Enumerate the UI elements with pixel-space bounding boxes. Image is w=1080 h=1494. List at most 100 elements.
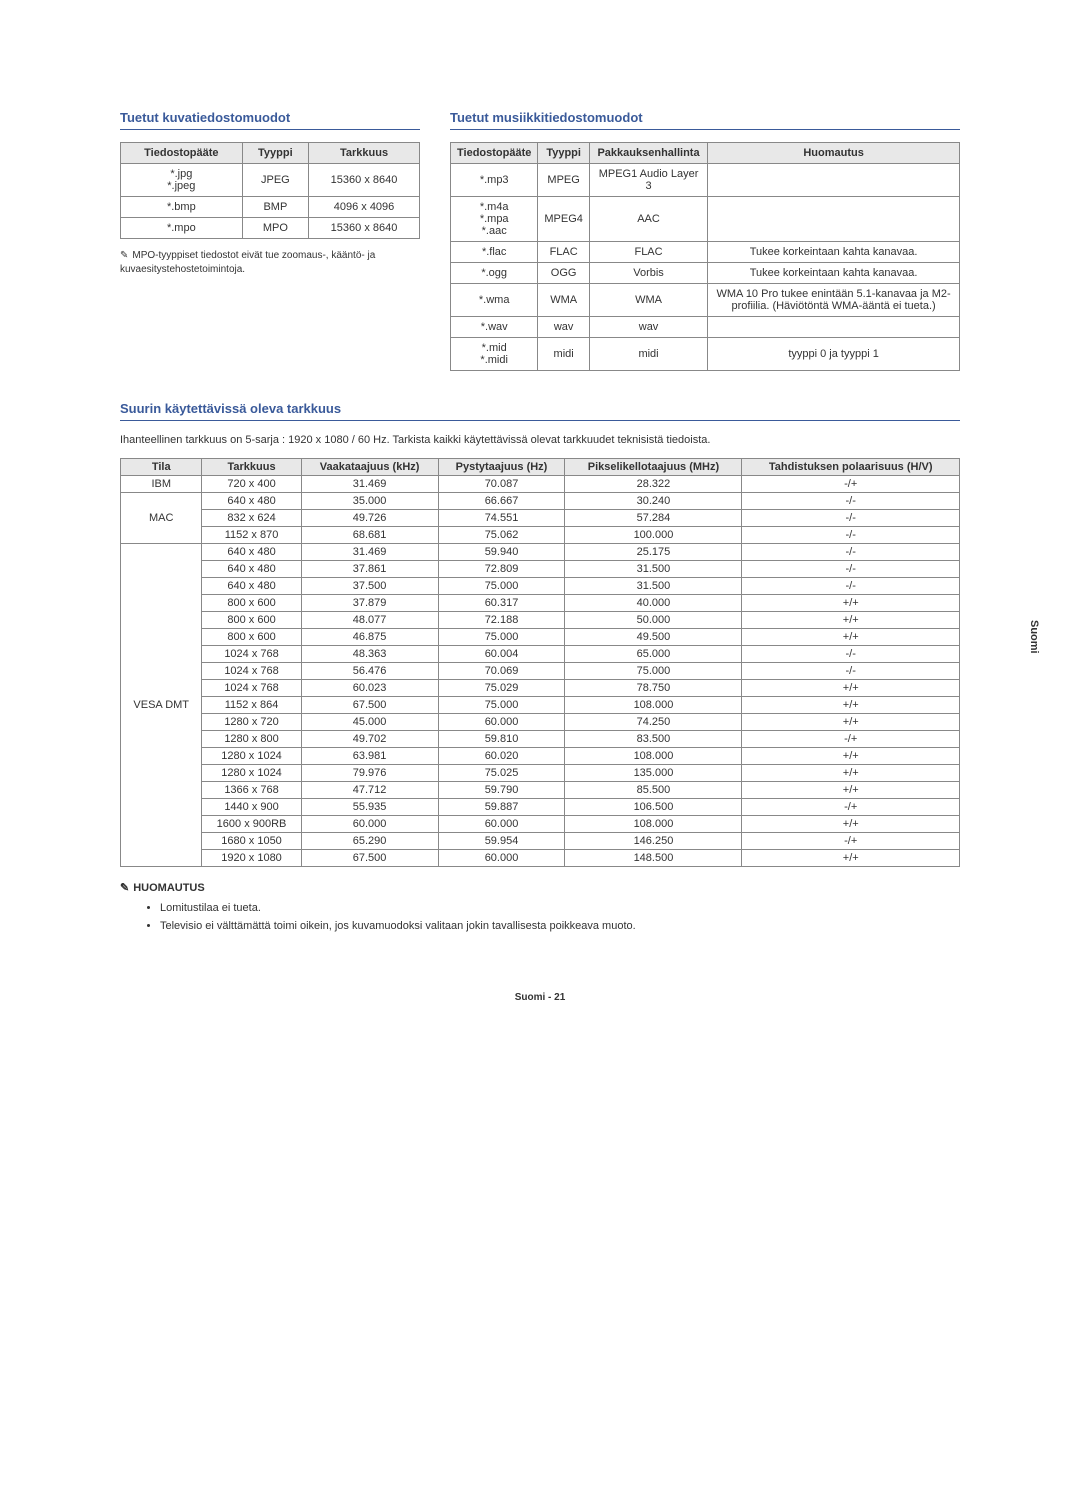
table-cell: MPO	[242, 218, 308, 239]
table-cell: -/-	[742, 646, 960, 663]
table-cell	[708, 317, 960, 338]
table-cell: -/-	[742, 578, 960, 595]
m-col-type: Tyyppi	[538, 143, 590, 164]
table-cell: -/-	[742, 527, 960, 544]
resolution-heading: Suurin käytettävissä oleva tarkkuus	[120, 401, 960, 421]
table-cell: +/+	[742, 680, 960, 697]
page-footer: Suomi - 21	[120, 992, 960, 1003]
table-cell: +/+	[742, 850, 960, 867]
mode-cell: VESA DMT	[121, 544, 202, 867]
table-cell: 65.000	[565, 646, 742, 663]
table-cell: 1152 x 870	[202, 527, 301, 544]
table-cell: -/-	[742, 544, 960, 561]
table-cell: 75.025	[438, 765, 565, 782]
table-cell	[708, 164, 960, 197]
table-cell: 31.469	[301, 476, 438, 493]
table-cell: 59.887	[438, 799, 565, 816]
table-cell: 50.000	[565, 612, 742, 629]
table-cell: 1152 x 864	[202, 697, 301, 714]
table-cell: 640 x 480	[202, 561, 301, 578]
table-cell: 46.875	[301, 629, 438, 646]
table-cell: 800 x 600	[202, 612, 301, 629]
table-cell: 57.284	[565, 510, 742, 527]
resolution-table: TilaTarkkuusVaakataajuus (kHz)Pystytaaju…	[120, 458, 960, 867]
table-cell: 35.000	[301, 493, 438, 510]
table-cell: -/+	[742, 833, 960, 850]
col-res: Tarkkuus	[309, 143, 420, 164]
table-cell: 75.000	[438, 629, 565, 646]
table-cell: 1920 x 1080	[202, 850, 301, 867]
notes-list: Lomitustilaa ei tueta.Televisio ei vältt…	[160, 902, 960, 932]
table-cell: *.flac	[451, 242, 538, 263]
m-col-note: Huomautus	[708, 143, 960, 164]
table-cell: 65.290	[301, 833, 438, 850]
table-cell: 108.000	[565, 697, 742, 714]
table-cell: WMA	[538, 284, 590, 317]
table-cell: 1280 x 800	[202, 731, 301, 748]
image-formats-table: Tiedostopääte Tyyppi Tarkkuus *.jpg*.jpe…	[120, 142, 420, 239]
table-cell: 1024 x 768	[202, 646, 301, 663]
table-cell: 4096 x 4096	[309, 197, 420, 218]
table-cell: 25.175	[565, 544, 742, 561]
table-cell: OGG	[538, 263, 590, 284]
table-cell: 67.500	[301, 697, 438, 714]
col-type: Tyyppi	[242, 143, 308, 164]
mode-cell: MAC	[121, 493, 202, 544]
table-cell: 48.363	[301, 646, 438, 663]
table-cell: midi	[589, 338, 707, 371]
table-cell: -/-	[742, 663, 960, 680]
table-cell: 72.188	[438, 612, 565, 629]
table-cell: 59.810	[438, 731, 565, 748]
table-cell: 1280 x 1024	[202, 748, 301, 765]
table-cell: 56.476	[301, 663, 438, 680]
table-cell: 75.000	[438, 697, 565, 714]
table-cell: 37.500	[301, 578, 438, 595]
music-formats-heading: Tuetut musiikkitiedostomuodot	[450, 110, 960, 130]
table-cell: +/+	[742, 629, 960, 646]
table-cell: WMA 10 Pro tukee enintään 5.1-kanavaa ja…	[708, 284, 960, 317]
note-item: Televisio ei välttämättä toimi oikein, j…	[160, 920, 960, 932]
col-header: Pystytaajuus (Hz)	[438, 459, 565, 476]
table-cell: 31.500	[565, 561, 742, 578]
table-cell: 49.500	[565, 629, 742, 646]
table-cell: 1600 x 900RB	[202, 816, 301, 833]
side-tab: Suomi	[1028, 620, 1040, 654]
table-cell: 85.500	[565, 782, 742, 799]
col-ext: Tiedostopääte	[121, 143, 243, 164]
table-cell: -/+	[742, 799, 960, 816]
table-cell: MPEG4	[538, 197, 590, 242]
table-cell: 78.750	[565, 680, 742, 697]
table-cell: 60.000	[301, 816, 438, 833]
table-cell: 59.790	[438, 782, 565, 799]
table-cell: +/+	[742, 697, 960, 714]
table-cell: 30.240	[565, 493, 742, 510]
table-cell: 48.077	[301, 612, 438, 629]
table-cell: 68.681	[301, 527, 438, 544]
table-cell: 1366 x 768	[202, 782, 301, 799]
table-cell: 45.000	[301, 714, 438, 731]
table-cell: 74.551	[438, 510, 565, 527]
table-cell: 40.000	[565, 595, 742, 612]
table-cell: +/+	[742, 612, 960, 629]
table-cell: -/+	[742, 731, 960, 748]
table-cell: 67.500	[301, 850, 438, 867]
image-formats-note: MPO-tyyppiset tiedostot eivät tue zoomau…	[120, 249, 420, 277]
table-cell: 66.667	[438, 493, 565, 510]
table-cell: 79.976	[301, 765, 438, 782]
table-cell: -/-	[742, 561, 960, 578]
table-cell: 800 x 600	[202, 629, 301, 646]
table-cell: *.wav	[451, 317, 538, 338]
table-cell: 74.250	[565, 714, 742, 731]
table-cell: 1440 x 900	[202, 799, 301, 816]
m-col-ext: Tiedostopääte	[451, 143, 538, 164]
table-cell: 15360 x 8640	[309, 218, 420, 239]
table-cell: 106.500	[565, 799, 742, 816]
table-cell: 640 x 480	[202, 493, 301, 510]
table-cell: 135.000	[565, 765, 742, 782]
table-cell: 70.069	[438, 663, 565, 680]
table-cell: Tukee korkeintaan kahta kanavaa.	[708, 263, 960, 284]
table-cell: 59.954	[438, 833, 565, 850]
table-cell: 37.879	[301, 595, 438, 612]
table-cell: *.jpg*.jpeg	[121, 164, 243, 197]
table-cell: 60.000	[438, 816, 565, 833]
